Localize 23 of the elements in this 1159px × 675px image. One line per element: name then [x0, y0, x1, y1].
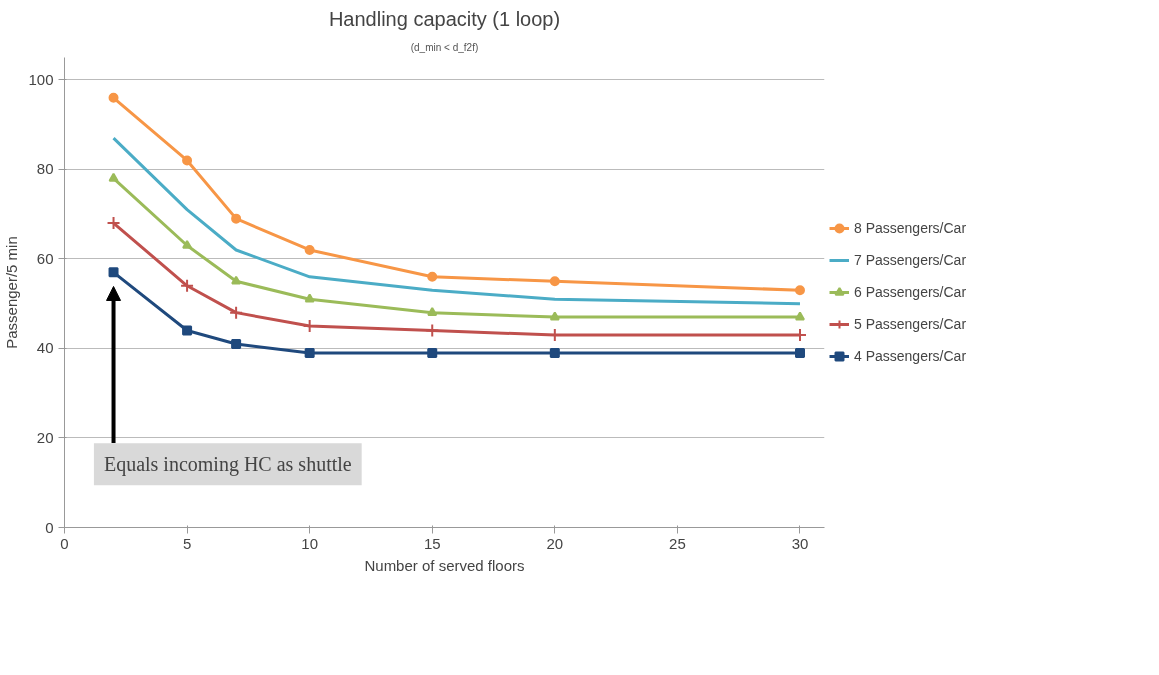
y-axis-title: Passenger/5 min: [3, 236, 21, 349]
chart-title: Handling capacity (1 loop): [328, 7, 561, 30]
legend-label: 6 Passengers/Car: [854, 284, 967, 300]
y-tick-label: 0: [45, 518, 54, 536]
legend-label: 5 Passengers/Car: [854, 316, 967, 332]
x-tick-label: 0: [60, 534, 69, 552]
chart-subtitle: (d_min < d_f2f): [410, 41, 479, 53]
y-tick-label: 40: [36, 339, 54, 357]
legend-label: 8 Passengers/Car: [854, 220, 967, 236]
y-tick-label: 20: [36, 428, 54, 446]
x-tick-label: 20: [546, 534, 564, 552]
legend-label: 4 Passengers/Car: [854, 348, 967, 364]
y-tick-label: 60: [36, 249, 54, 267]
x-tick-label: 5: [182, 534, 192, 552]
x-tick-label: 15: [423, 534, 441, 552]
x-tick-label: 10: [301, 534, 319, 552]
annotation: Equals incoming HC as shuttle: [103, 453, 352, 477]
x-tick-label: 30: [791, 534, 809, 552]
y-tick-label: 100: [28, 70, 54, 88]
legend-label: 7 Passengers/Car: [854, 252, 967, 268]
x-axis-title: Number of served floors: [364, 556, 525, 574]
x-tick-label: 25: [669, 534, 686, 552]
y-tick-label: 80: [36, 160, 54, 178]
